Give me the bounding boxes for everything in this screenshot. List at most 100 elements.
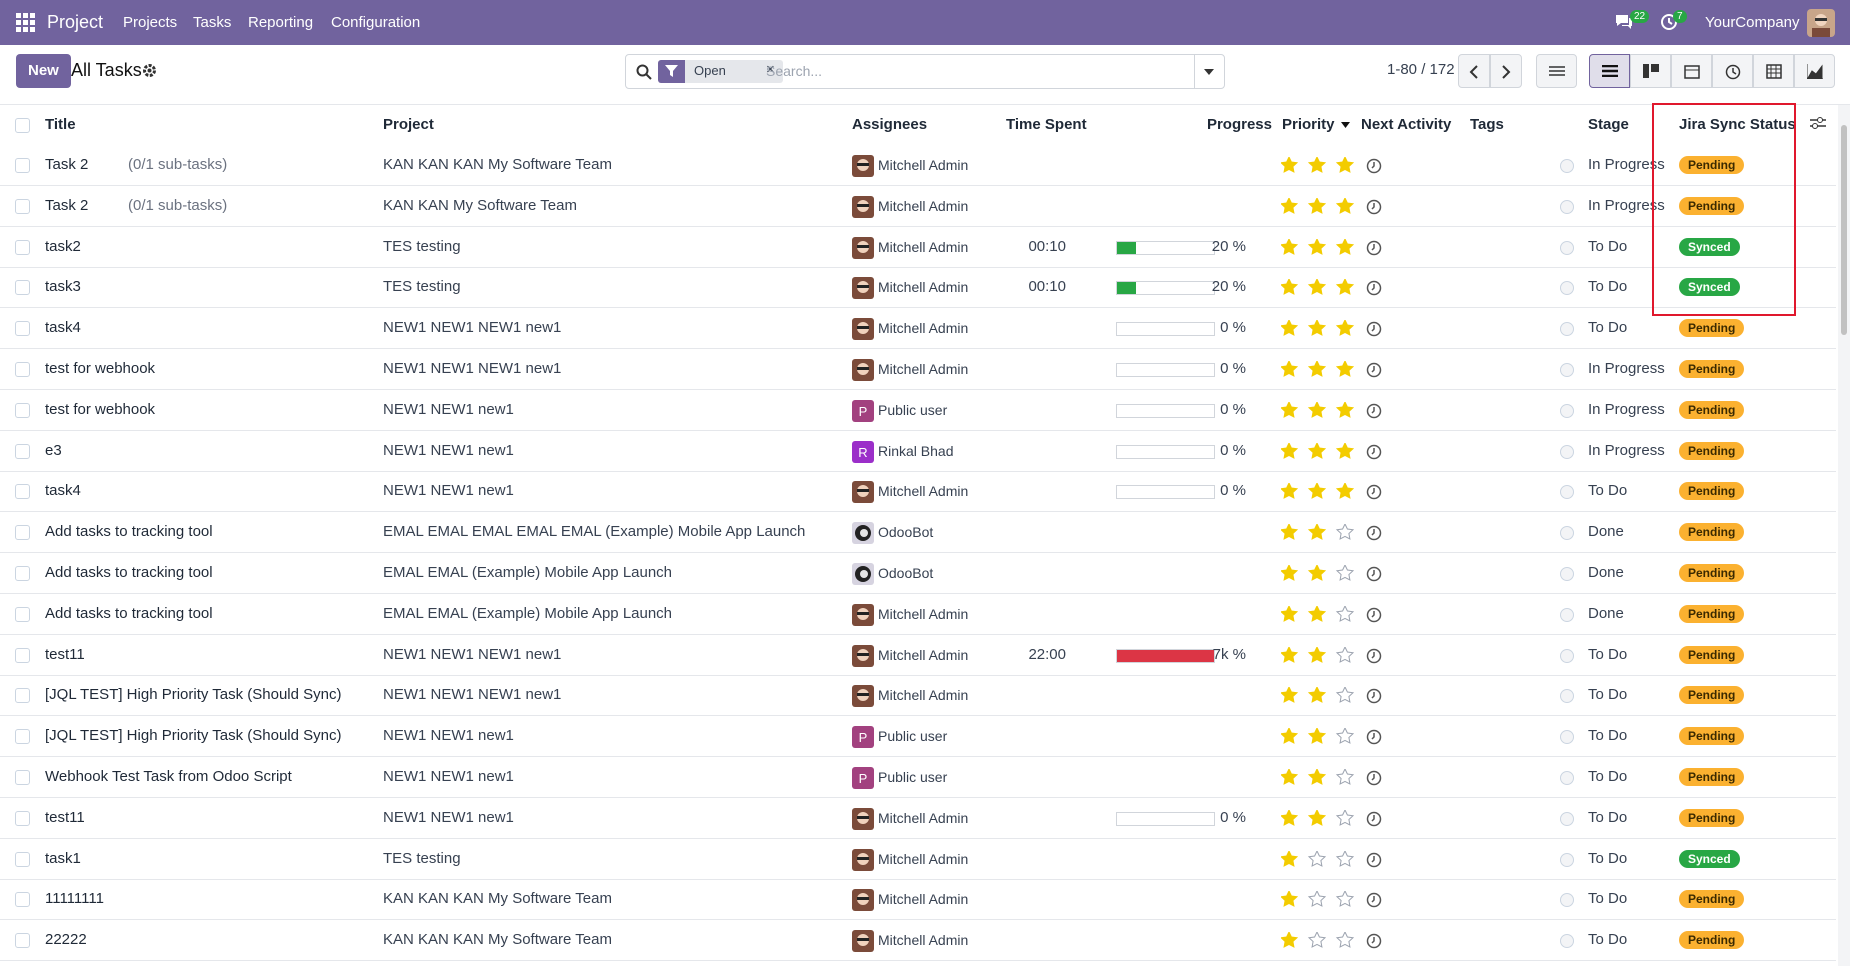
activity-icon[interactable] [1366, 240, 1382, 256]
activity-icon[interactable] [1366, 852, 1382, 868]
kanban-state[interactable] [1560, 281, 1574, 296]
priority-stars[interactable] [1281, 728, 1365, 745]
priority-stars[interactable] [1281, 238, 1365, 256]
priority-stars[interactable] [1281, 646, 1365, 664]
menu-item[interactable]: Configuration [331, 14, 421, 31]
priority-stars[interactable] [1281, 891, 1365, 908]
star-empty[interactable] [1335, 646, 1355, 663]
kanban-state[interactable] [1560, 363, 1574, 377]
star-empty[interactable] [1335, 850, 1355, 867]
row-checkbox[interactable] [15, 525, 30, 541]
priority-stars[interactable] [1281, 361, 1365, 378]
star-filled[interactable] [1281, 687, 1299, 704]
kanban-state[interactable] [1560, 607, 1574, 622]
star-empty[interactable] [1335, 687, 1355, 704]
star-filled[interactable] [1307, 728, 1327, 745]
star-filled[interactable] [1281, 605, 1299, 622]
star-filled[interactable] [1307, 157, 1327, 173]
task-row[interactable]: test for webhook NEW1 NEW1 NEW1 new1 Mitch… [0, 349, 1836, 390]
task-row[interactable]: Task 2 (0/1 sub-tasks) KAN KAN KAN My Soft… [0, 145, 1836, 186]
star-filled[interactable] [1281, 850, 1299, 867]
star-empty[interactable] [1335, 769, 1355, 785]
activity-icon[interactable] [1366, 729, 1382, 745]
activity-icon[interactable] [1366, 444, 1382, 460]
star-empty[interactable] [1335, 891, 1355, 908]
kanban-state[interactable] [1560, 526, 1574, 541]
star-empty[interactable] [1335, 565, 1355, 581]
activity-icon[interactable] [1366, 607, 1382, 623]
row-checkbox[interactable] [15, 239, 30, 255]
task-row[interactable]: test11 NEW1 NEW1 NEW1 new1 Mitchell Admin 2… [0, 635, 1836, 676]
row-checkbox[interactable] [15, 933, 30, 949]
row-checkbox[interactable] [15, 688, 30, 704]
kanban-state[interactable] [1560, 240, 1574, 255]
pager-next[interactable] [1490, 54, 1522, 88]
column-header[interactable]: Assignees [852, 116, 928, 133]
star-filled[interactable] [1281, 279, 1299, 296]
menu-item[interactable]: Tasks [193, 14, 232, 31]
row-checkbox[interactable] [15, 606, 30, 622]
activity-icon[interactable] [1366, 484, 1382, 500]
activity-icon[interactable] [1366, 770, 1382, 786]
kanban-state[interactable] [1560, 444, 1574, 459]
kanban-state[interactable] [1560, 689, 1574, 704]
column-header[interactable]: Tags [1470, 116, 1504, 133]
row-checkbox[interactable] [15, 321, 30, 337]
priority-stars[interactable] [1281, 605, 1365, 623]
task-row[interactable]: Add tasks to tracking tool EMAL EMAL (Exa… [0, 553, 1836, 594]
star-empty[interactable] [1307, 891, 1327, 908]
star-filled[interactable] [1307, 605, 1327, 622]
gear-icon[interactable] [142, 63, 157, 78]
star-filled[interactable] [1281, 932, 1299, 949]
activity-icon[interactable] [1366, 525, 1382, 541]
activity-icon[interactable] [1366, 566, 1382, 582]
star-empty[interactable] [1335, 728, 1355, 745]
search-placeholder[interactable]: Search... [766, 63, 823, 79]
app-name[interactable]: Project [47, 12, 104, 32]
priority-stars[interactable] [1281, 320, 1365, 337]
column-header[interactable]: Title [45, 116, 76, 133]
task-row[interactable]: 22222 KAN KAN KAN My Software Team Mitchel… [0, 920, 1836, 962]
row-checkbox[interactable] [15, 198, 30, 214]
kanban-state[interactable] [1560, 567, 1574, 581]
priority-stars[interactable] [1281, 565, 1365, 582]
star-filled[interactable] [1335, 320, 1355, 337]
row-checkbox[interactable] [15, 851, 30, 867]
star-filled[interactable] [1307, 279, 1327, 296]
star-filled[interactable] [1307, 401, 1327, 418]
select-all[interactable] [15, 118, 30, 133]
column-header[interactable]: Next Activity [1361, 116, 1452, 133]
star-filled[interactable] [1335, 279, 1355, 296]
activity-icon[interactable] [1366, 158, 1382, 174]
star-empty[interactable] [1307, 850, 1327, 867]
activity-icon[interactable] [1366, 321, 1382, 337]
task-row[interactable]: task4 NEW1 NEW1 NEW1 new1 Mitchell Admin 0 … [0, 308, 1836, 350]
activity-icon[interactable] [1366, 892, 1382, 908]
star-empty[interactable] [1335, 605, 1355, 622]
row-checkbox[interactable] [15, 484, 30, 500]
star-filled[interactable] [1281, 238, 1299, 255]
task-row[interactable]: Add tasks to tracking tool EMAL EMAL EMAL… [0, 512, 1836, 554]
column-settings[interactable] [1810, 116, 1826, 130]
star-filled[interactable] [1281, 524, 1299, 541]
activity-icon[interactable] [1366, 362, 1382, 378]
task-row[interactable]: Webhook Test Task from Odoo Script NEW1 N… [0, 757, 1836, 798]
priority-stars[interactable] [1281, 850, 1365, 868]
kanban-state[interactable] [1560, 811, 1574, 826]
task-row[interactable]: task3 TES testing Mitchell Admin 00:10 20 % T… [0, 267, 1836, 309]
star-filled[interactable] [1307, 320, 1327, 337]
search-box[interactable]: Open × Search... [625, 54, 1225, 89]
task-row[interactable]: Task 2 (0/1 sub-tasks) KAN KAN My Software… [0, 186, 1836, 227]
priority-stars[interactable] [1281, 687, 1365, 704]
column-header[interactable]: Time Spent [1006, 116, 1087, 133]
view-calendar[interactable] [1671, 54, 1712, 88]
star-filled[interactable] [1281, 809, 1299, 826]
row-checkbox[interactable] [15, 566, 30, 581]
optional-filters[interactable] [1536, 54, 1577, 88]
activity-icon[interactable] [1366, 199, 1382, 215]
priority-stars[interactable] [1281, 157, 1365, 174]
star-filled[interactable] [1335, 483, 1355, 500]
kanban-state[interactable] [1560, 322, 1574, 337]
priority-stars[interactable] [1281, 524, 1365, 541]
row-checkbox[interactable] [15, 647, 30, 663]
